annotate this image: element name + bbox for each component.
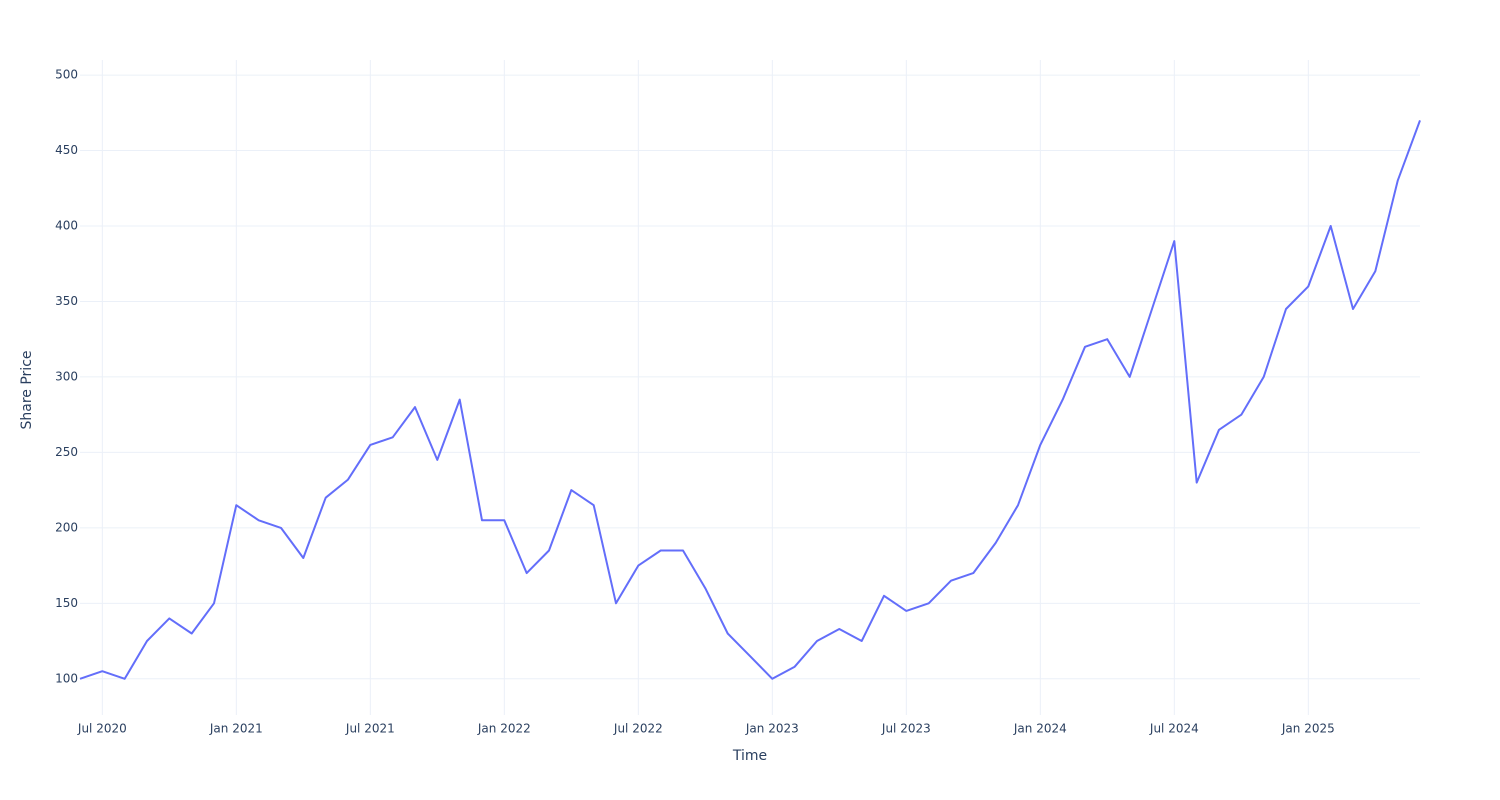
y-tick-label: 450 — [55, 143, 78, 157]
x-tick-label: Jan 2024 — [1013, 722, 1067, 736]
y-tick-label: 150 — [55, 596, 78, 610]
x-tick-label: Jan 2021 — [209, 722, 263, 736]
y-tick-label: 500 — [55, 68, 78, 82]
y-tick-label: 400 — [55, 219, 78, 233]
y-tick-label: 300 — [55, 369, 78, 383]
y-tick-label: 100 — [55, 671, 78, 685]
x-tick-label: Jan 2023 — [745, 722, 799, 736]
y-axis-title: Share Price — [19, 350, 35, 429]
x-tick-label: Jan 2025 — [1281, 722, 1335, 736]
y-tick-label: 200 — [55, 520, 78, 534]
price-line — [79, 120, 1421, 680]
y-tick-label: 250 — [55, 445, 78, 459]
x-tick-label: Jul 2021 — [345, 722, 395, 736]
x-tick-label: Jul 2020 — [77, 722, 127, 736]
x-tick-label: Jul 2023 — [881, 722, 931, 736]
x-tick-label: Jan 2022 — [477, 722, 531, 736]
y-tick-label: 350 — [55, 294, 78, 308]
x-axis-title: Time — [732, 748, 767, 764]
x-tick-label: Jul 2022 — [613, 722, 663, 736]
x-tick-label: Jul 2024 — [1149, 722, 1199, 736]
